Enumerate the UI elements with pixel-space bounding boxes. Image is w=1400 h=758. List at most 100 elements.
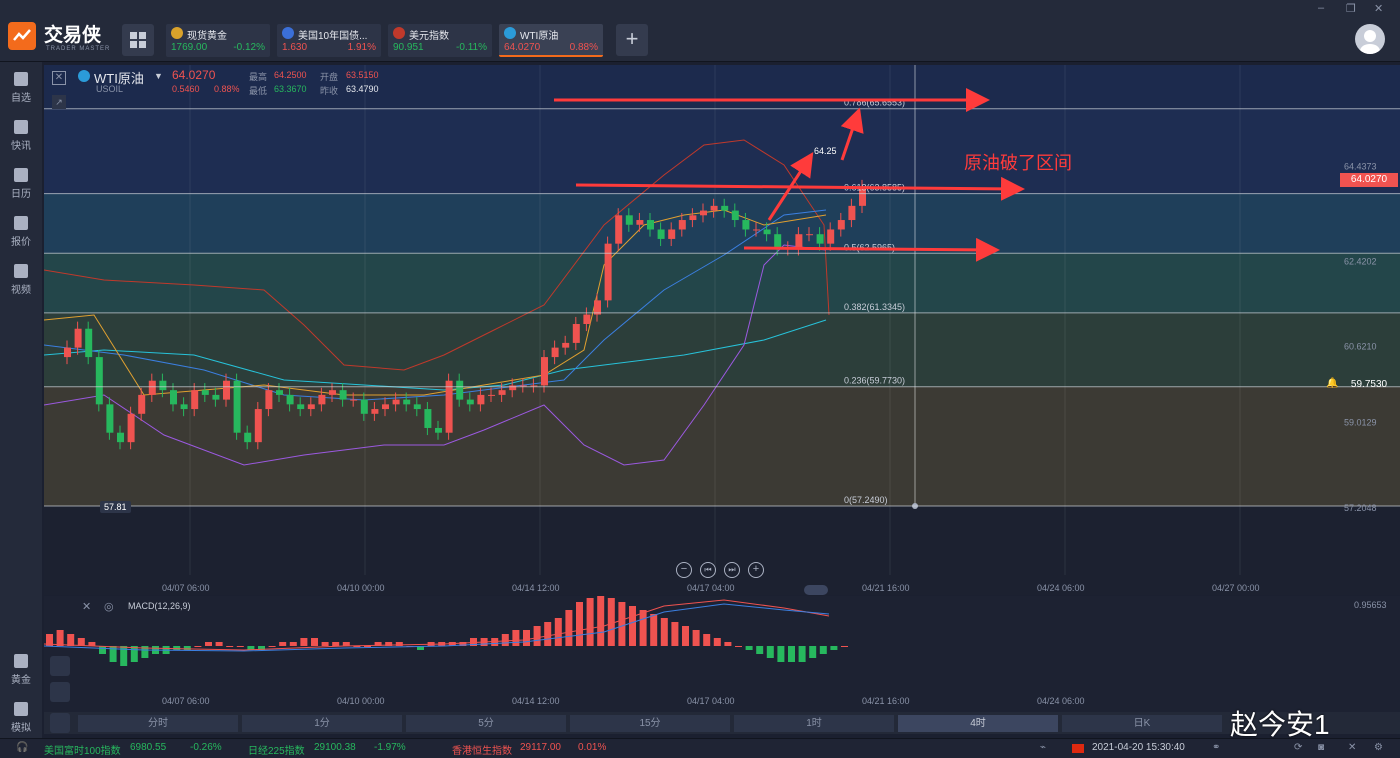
tab-name: 现货黄金 <box>187 31 227 42</box>
macd-bar <box>205 642 212 646</box>
candle-body <box>435 427 442 433</box>
candle-body <box>85 328 93 358</box>
macd-bar <box>99 646 106 654</box>
sidebar-item-gold[interactable]: 黄金 <box>0 654 42 686</box>
us-flag-icon <box>393 27 405 39</box>
settings-icon[interactable]: ⚙ <box>1374 742 1383 753</box>
tab-change: 0.88% <box>569 42 598 53</box>
macd-signal-line <box>43 599 830 651</box>
ticker-name-2[interactable]: 香港恒生指数 <box>452 746 512 757</box>
x-tick-label: 04/07 06:00 <box>162 696 210 706</box>
candle-body <box>594 300 601 315</box>
bell-icon[interactable]: 🔔 <box>1326 378 1339 389</box>
maximize-icon[interactable]: ❐ <box>1346 3 1356 15</box>
draw-tool-icon[interactable]: ↗ <box>52 95 66 109</box>
tab-wti[interactable]: WTI原油 64.0270 0.88% <box>499 24 603 57</box>
mute-icon[interactable]: ✕ <box>1348 742 1357 753</box>
close-indicator-icon[interactable]: ✕ <box>82 601 92 613</box>
sidebar-item-favorites[interactable]: 自选 <box>0 72 42 104</box>
timeframe-button[interactable]: 分时 <box>78 715 238 732</box>
link-icon[interactable]: ⚭ <box>1212 742 1221 753</box>
annotation-text: 原油破了区间 <box>964 153 1072 173</box>
timeframe-button[interactable]: 15分 <box>570 715 730 732</box>
fib-zone <box>44 253 1400 313</box>
headset-icon[interactable]: 🎧 <box>16 742 29 753</box>
candle-body <box>223 380 230 400</box>
macd-bar <box>247 646 255 650</box>
ticker-name-0[interactable]: 美国富时100指数 <box>44 746 121 757</box>
close-chart-icon[interactable]: ✕ <box>52 71 66 85</box>
skip-back-icon[interactable]: ⏮ <box>700 562 716 578</box>
zoom-in-icon[interactable]: + <box>748 562 764 578</box>
tab-change: -0.11% <box>456 42 487 53</box>
main-chart[interactable]: 04/07 06:00 04/10 00:00 04/14 12:00 04/17 0… <box>44 65 1400 595</box>
candle-body <box>212 394 220 400</box>
user-avatar[interactable] <box>1355 24 1385 54</box>
ticker-name-1[interactable]: 日经225指数 <box>248 746 305 757</box>
refresh-icon[interactable]: ⟳ <box>1294 742 1303 753</box>
macd-bar <box>215 642 223 646</box>
timeframe-button[interactable]: 4时 <box>898 715 1058 732</box>
grid-menu-button[interactable] <box>122 24 154 56</box>
ticker-change-1: -1.97% <box>374 742 406 753</box>
candle-body <box>318 394 326 405</box>
fib-label: 0.5(62.5965) <box>844 242 895 252</box>
close-icon[interactable]: ✕ <box>1374 3 1384 15</box>
line-chart-icon[interactable] <box>50 713 70 733</box>
sidebar-item-calendar[interactable]: 日历 <box>0 168 42 200</box>
timeframe-button[interactable]: 5分 <box>406 715 566 732</box>
pane-toggle[interactable] <box>804 585 828 595</box>
timeframe-button[interactable]: 1分 <box>242 715 402 732</box>
macd-svg: 04/07 06:00 04/10 00:00 04/14 12:00 04/17 0… <box>43 594 1085 706</box>
candle-body <box>265 390 273 410</box>
skip-forward-icon[interactable]: ⏭ <box>724 562 740 578</box>
news-icon <box>14 120 28 134</box>
pen-tool-icon[interactable] <box>50 682 70 702</box>
candle-body <box>519 385 527 387</box>
candle-body <box>657 229 665 239</box>
tab-dxy[interactable]: 美元指数 90.951 -0.11% <box>388 24 492 57</box>
macd-bar <box>226 646 234 647</box>
macd-bar <box>607 598 615 646</box>
candle-body <box>541 357 548 386</box>
candle-body <box>647 220 654 230</box>
y-tick-label: 64.4373 <box>1344 161 1377 171</box>
candle-body <box>424 409 432 428</box>
sidebar-item-quotes[interactable]: 报价 <box>0 216 42 248</box>
candle-body <box>466 399 474 405</box>
low-label: 最低 <box>249 86 268 96</box>
symbol-name[interactable]: WTI原油 <box>94 71 144 86</box>
candle-body <box>286 394 294 405</box>
settings-icon[interactable]: ◎ <box>104 601 114 613</box>
macd-panel[interactable]: 04/07 06:00 04/10 00:00 04/14 12:00 04/17 0… <box>43 594 1400 712</box>
macd-bar <box>300 638 308 646</box>
candle-body <box>700 210 707 216</box>
camera-icon[interactable]: ◙ <box>1318 742 1325 753</box>
candle-body <box>191 390 199 410</box>
candle-body <box>106 404 114 433</box>
current-price-tag: 64.0270 <box>1340 173 1398 187</box>
sidebar-item-demo[interactable]: 模拟 <box>0 702 42 734</box>
zoom-out-icon[interactable]: − <box>676 562 692 578</box>
ticker-value-2: 29117.00 <box>520 742 561 753</box>
symbol-price: 64.0270 <box>172 68 216 82</box>
sidebar-item-news[interactable]: 快讯 <box>0 120 42 152</box>
macd-bar <box>141 646 149 658</box>
tab-us10y[interactable]: 美国10年国债... 1.630 1.91% <box>277 24 381 57</box>
sidebar-item-video[interactable]: 视频 <box>0 264 42 296</box>
macd-bar <box>501 634 509 646</box>
add-tab-button[interactable]: + <box>616 24 648 56</box>
price-chart-svg[interactable]: 04/07 06:00 04/10 00:00 04/14 12:00 04/17 0… <box>44 65 1400 595</box>
ma-line-blue <box>44 209 827 401</box>
macd-bar <box>46 634 53 646</box>
macd-bar <box>459 642 467 646</box>
candle-body <box>127 413 135 443</box>
minimize-icon[interactable]: – <box>1318 2 1325 14</box>
tab-gold[interactable]: 现货黄金 1769.00 -0.12% <box>166 24 270 57</box>
timeframe-button[interactable]: 1时 <box>734 715 894 732</box>
candle-body <box>816 234 824 244</box>
x-tick-label: 04/21 16:00 <box>862 696 910 706</box>
chevron-down-icon[interactable]: ▼ <box>154 71 163 81</box>
indicator-tool-icon[interactable] <box>50 656 70 676</box>
timeframe-button[interactable]: 日K <box>1062 715 1222 732</box>
